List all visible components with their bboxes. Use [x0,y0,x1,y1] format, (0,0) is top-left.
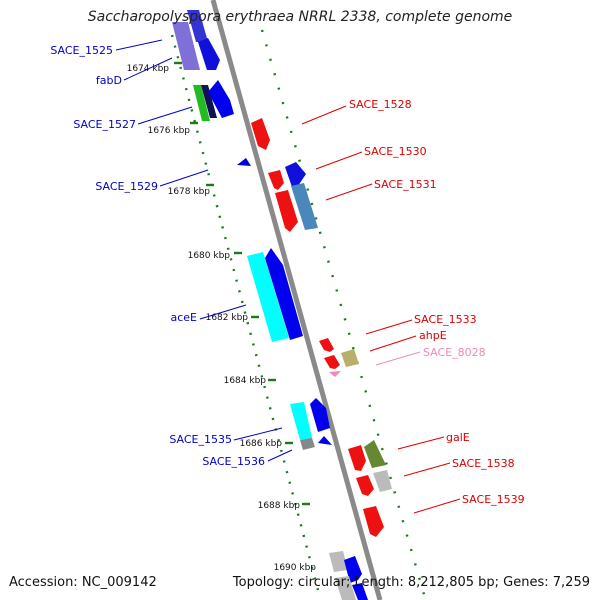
gene-arrow[interactable] [329,551,348,572]
genome-title: Saccharopolyspora erythraea NRRL 2338, c… [87,9,513,25]
gene-label[interactable]: fabD [96,74,122,87]
gene-label[interactable]: SACE_1533 [414,313,477,326]
gene-label[interactable]: SACE_1529 [95,180,158,193]
accession-text: Accession: NC_009142 [9,575,157,590]
gene-arrow[interactable] [341,349,359,367]
gene-label[interactable]: SACE_1531 [374,178,437,191]
label-connector [233,427,283,441]
gene-arrow[interactable] [187,10,208,42]
label-connector [159,169,209,187]
gene-label[interactable]: aceE [170,311,197,324]
gene-arrow[interactable] [335,576,356,600]
label-connector [301,105,347,125]
gene-arrow[interactable] [324,355,340,369]
gene-arrow[interactable] [172,22,200,70]
gene-arrow[interactable] [364,440,386,468]
gene-arrow[interactable] [291,183,318,230]
kbp-label: 1690 kbp [274,563,317,573]
gene-arrow[interactable] [201,85,217,118]
gene-arrow[interactable] [247,252,289,342]
gene-arrow[interactable] [198,38,220,70]
gene-arrow[interactable] [329,371,341,377]
label-connector [325,183,373,201]
gene-arrow[interactable] [193,85,210,121]
gene-arrow[interactable] [290,402,312,440]
gene-arrow[interactable] [352,583,368,600]
gene-label[interactable]: SACE_1538 [452,457,515,470]
kbp-label: 1686 kbp [240,439,283,449]
label-connector [369,335,417,352]
gene-label[interactable]: SACE_8028 [423,346,486,359]
gene-arrow[interactable] [265,248,303,340]
gene-arrow[interactable] [300,438,315,450]
gene-arrow[interactable] [348,445,366,471]
backbone [210,0,383,600]
gene-label[interactable]: SACE_1527 [73,118,136,131]
label-connector [375,351,421,366]
gene-label[interactable]: SACE_1528 [349,98,412,111]
gene-label[interactable]: SACE_1539 [462,493,525,506]
gene-arrow[interactable] [373,470,392,492]
label-connector [137,106,193,125]
kbp-label: 1688 kbp [258,501,301,511]
kbp-label: 1678 kbp [168,187,211,197]
label-connector [315,151,363,170]
genome-summary-text: Topology: circular; Length: 8,212,805 bp… [232,575,590,590]
gene-label[interactable]: SACE_1530 [364,145,427,158]
label-connector [199,304,247,320]
gene-arrow[interactable] [237,158,251,166]
major-ticks [174,61,310,506]
gene-arrow[interactable] [363,506,384,537]
gene-arrow[interactable] [318,436,332,445]
label-connector [115,39,163,51]
label-connector [403,462,451,477]
gene-arrow[interactable] [268,170,284,190]
kbp-label: 1676 kbp [148,126,191,136]
kbp-label: 1684 kbp [224,376,267,386]
label-connector [123,57,173,81]
label-connector [413,498,461,514]
gene-label[interactable]: SACE_1535 [169,433,232,446]
kbp-label: 1680 kbp [188,251,231,261]
gene-arrow[interactable] [208,80,234,118]
gene-arrow[interactable] [356,475,374,496]
gene-arrow[interactable] [310,398,330,432]
kbp-label: 1682 kbp [206,313,249,323]
gene-arrow[interactable] [285,162,306,187]
label-connector [365,319,413,335]
inner-tick-ring [170,34,320,591]
gene-label[interactable]: SACE_1536 [202,455,265,468]
gene-label[interactable]: SACE_1525 [50,44,113,57]
label-connector [267,449,293,462]
gene-arrow[interactable] [275,190,298,232]
gene-arrow[interactable] [319,338,334,352]
gene-arrow[interactable] [251,118,270,150]
gene-label[interactable]: ahpE [419,329,447,342]
label-connector [397,436,445,450]
gene-label[interactable]: galE [446,431,470,444]
